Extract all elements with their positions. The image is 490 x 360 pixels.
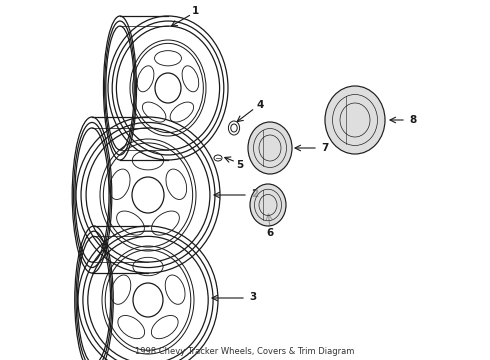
Text: 1: 1	[192, 6, 198, 16]
Text: 6: 6	[267, 228, 273, 238]
Text: 2: 2	[251, 189, 259, 199]
Text: 8: 8	[409, 115, 416, 125]
Text: 4: 4	[256, 100, 264, 110]
Text: 1998 Chevy Tracker Wheels, Covers & Trim Diagram: 1998 Chevy Tracker Wheels, Covers & Trim…	[135, 347, 355, 356]
Polygon shape	[248, 122, 292, 174]
Text: 5: 5	[236, 160, 244, 170]
Polygon shape	[250, 184, 286, 226]
Polygon shape	[325, 86, 385, 154]
Text: 7: 7	[321, 143, 329, 153]
Text: 3: 3	[249, 292, 257, 302]
